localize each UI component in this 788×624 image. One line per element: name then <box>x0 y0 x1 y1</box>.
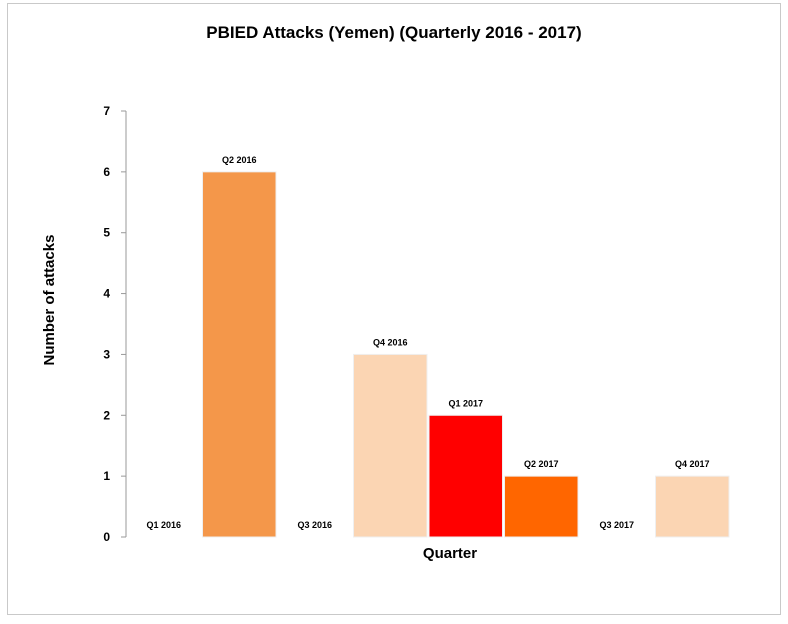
bar-label: Q3 2017 <box>599 520 634 530</box>
bar-label: Q2 2017 <box>524 459 559 469</box>
bar <box>504 475 579 538</box>
bar <box>353 353 428 538</box>
bar-label: Q4 2017 <box>675 459 710 469</box>
bars <box>202 171 730 538</box>
y-tick-label: 2 <box>103 408 110 422</box>
bar <box>428 414 503 538</box>
bar <box>202 171 277 538</box>
y-tick-label: 7 <box>103 104 110 118</box>
x-axis-title: Quarter <box>423 545 477 562</box>
bar-label: Q1 2016 <box>146 520 181 530</box>
y-tick-label: 0 <box>103 530 110 544</box>
bar <box>655 475 730 538</box>
bar-label: Q2 2016 <box>222 155 257 165</box>
y-tick-label: 1 <box>103 469 110 483</box>
y-tick-label: 5 <box>103 226 110 240</box>
chart-title: PBIED Attacks (Yemen) (Quarterly 2016 - … <box>206 23 582 42</box>
axes: 0 1 2 3 4 5 6 7 <box>103 104 127 544</box>
bar-label: Q3 2016 <box>297 520 332 530</box>
y-tick-label: 6 <box>103 165 110 179</box>
bar-labels: Q1 2016 Q2 2016 Q3 2016 Q4 2016 Q1 2017 Q2 20… <box>146 155 709 530</box>
y-tick-label: 3 <box>103 347 110 361</box>
y-tick-label: 4 <box>103 287 110 301</box>
bar-label: Q4 2016 <box>373 337 408 347</box>
bar-label: Q1 2017 <box>448 398 483 408</box>
y-axis-title: Number of attacks <box>41 235 58 366</box>
